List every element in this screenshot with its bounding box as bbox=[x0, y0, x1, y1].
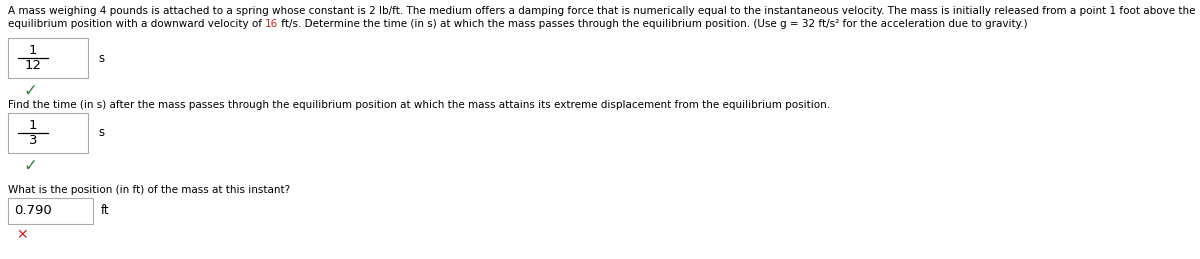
Text: ft/s. Determine the time (in s) at which the mass passes through the equilibrium: ft/s. Determine the time (in s) at which… bbox=[278, 19, 1028, 29]
Text: 1: 1 bbox=[29, 44, 37, 57]
Text: 1: 1 bbox=[29, 119, 37, 132]
Text: What is the position (in ft) of the mass at this instant?: What is the position (in ft) of the mass… bbox=[8, 185, 290, 195]
Text: 3: 3 bbox=[29, 134, 37, 147]
Text: equilibrium position with a downward velocity of: equilibrium position with a downward vel… bbox=[8, 19, 265, 29]
Text: 12: 12 bbox=[24, 59, 42, 72]
Text: 16: 16 bbox=[265, 19, 278, 29]
Bar bbox=[8, 113, 88, 153]
Text: ft: ft bbox=[101, 205, 109, 218]
Text: ✓: ✓ bbox=[23, 157, 37, 175]
Text: A mass weighing 4 pounds is attached to a spring whose constant is 2 lb/ft. The : A mass weighing 4 pounds is attached to … bbox=[8, 6, 1195, 16]
Text: 0.790: 0.790 bbox=[14, 205, 52, 218]
Text: ✕: ✕ bbox=[16, 228, 28, 242]
Text: s: s bbox=[98, 126, 104, 140]
Text: ✓: ✓ bbox=[23, 82, 37, 100]
Text: s: s bbox=[98, 52, 104, 64]
Bar bbox=[8, 38, 88, 78]
Text: Find the time (in s) after the mass passes through the equilibrium position at w: Find the time (in s) after the mass pass… bbox=[8, 100, 830, 110]
Bar bbox=[8, 198, 94, 224]
